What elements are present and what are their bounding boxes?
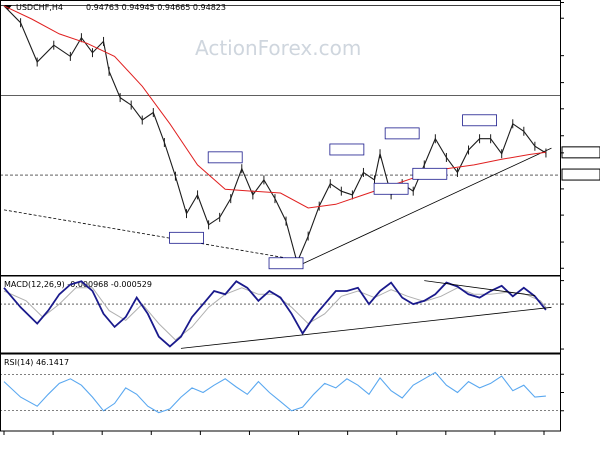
rsi-title: RSI(14) 46.1417 xyxy=(4,358,69,367)
swing-labels xyxy=(169,114,497,270)
price-series xyxy=(3,5,552,267)
watermark: ActionForex.com xyxy=(195,36,361,60)
swing-label-box xyxy=(268,257,304,270)
macd-trendline xyxy=(424,280,535,296)
trendline xyxy=(3,209,303,262)
macd-trendline xyxy=(180,306,552,349)
macd-title: MACD(12,26,9) -0.000968 -0.000529 xyxy=(4,280,152,289)
swing-label-box xyxy=(373,182,409,195)
swing-label-box xyxy=(207,151,243,164)
swing-label-box xyxy=(329,143,365,156)
rsi-line xyxy=(3,371,546,414)
rsi-series xyxy=(0,371,560,414)
rsi-panel-frame xyxy=(0,353,561,432)
price-y-axis xyxy=(560,2,600,269)
header-ohlc: 0.94763 0.94945 0.94665 0.94823 xyxy=(86,3,226,12)
support-price-box xyxy=(561,168,600,181)
swing-label-box xyxy=(169,231,204,244)
macd-panel: MACD(12,26,9) -0.000968 -0.000529 xyxy=(0,275,564,354)
macd-series xyxy=(0,280,560,349)
macd-y-axis xyxy=(560,280,564,350)
swing-label-box xyxy=(384,127,420,140)
price-panel: ActionForex.com USDCHF,H4 0.94763 0.9494… xyxy=(0,0,600,276)
fib-levels xyxy=(0,5,560,176)
swing-label-box xyxy=(412,167,448,180)
swing-label-box xyxy=(462,114,497,127)
current-price-box xyxy=(561,146,600,159)
header-symbol: USDCHF,H4 xyxy=(16,3,63,12)
macd-line xyxy=(3,280,547,348)
moving-average-line xyxy=(3,5,546,209)
rsi-panel: RSI(14) 46.1417 xyxy=(0,353,564,432)
trendline xyxy=(302,147,552,265)
x-axis xyxy=(3,431,545,435)
rsi-y-axis xyxy=(560,373,564,412)
